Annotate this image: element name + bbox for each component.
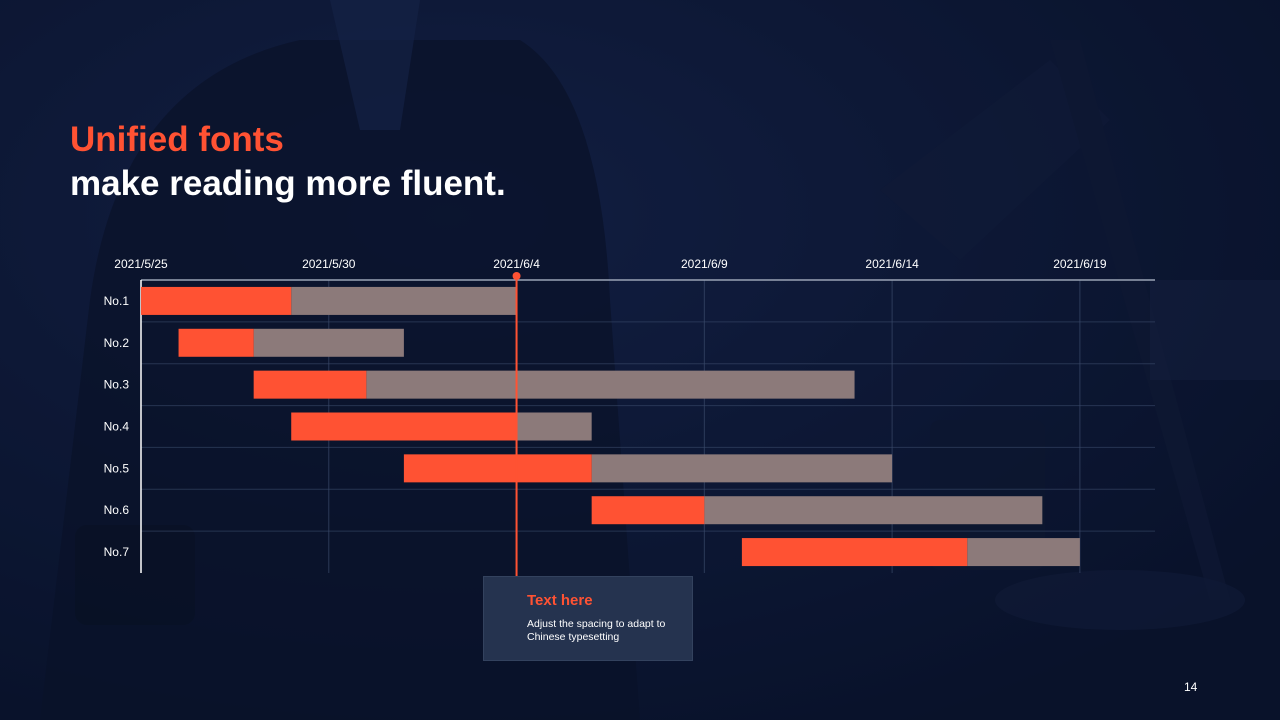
title-highlight: Unified fonts bbox=[70, 120, 284, 159]
task-label: No.2 bbox=[104, 336, 130, 350]
task-remaining-bar bbox=[591, 454, 893, 483]
task-label: No.1 bbox=[104, 294, 130, 308]
x-tick-label: 2021/6/4 bbox=[493, 257, 540, 271]
task-remaining-bar bbox=[291, 286, 517, 315]
callout-title: Text here bbox=[527, 592, 593, 609]
task-label: No.4 bbox=[104, 420, 130, 434]
task-progress-bar bbox=[291, 412, 517, 441]
x-tick-label: 2021/5/30 bbox=[302, 257, 356, 271]
x-tick-label: 2021/6/14 bbox=[865, 257, 919, 271]
task-remaining-bar bbox=[253, 328, 404, 357]
x-tick-label: 2021/6/9 bbox=[681, 257, 728, 271]
today-marker-dot bbox=[512, 272, 521, 280]
task-label: No.7 bbox=[104, 545, 130, 559]
task-label: No.3 bbox=[104, 378, 130, 392]
callout-box: Text here Adjust the spacing to adapt to… bbox=[483, 576, 693, 661]
task-progress-bar bbox=[141, 286, 292, 315]
title-main: make reading more fluent. bbox=[70, 164, 506, 203]
task-progress-bar bbox=[178, 328, 254, 357]
task-label: No.6 bbox=[104, 503, 130, 517]
callout-body: Adjust the spacing to adapt to Chinese t… bbox=[527, 618, 666, 643]
page-number: 14 bbox=[1184, 680, 1198, 694]
task-remaining-bar bbox=[516, 412, 592, 441]
slide-title: Unified fonts make reading more fluent. bbox=[70, 118, 506, 206]
task-label: No.5 bbox=[104, 461, 130, 475]
task-progress-bar bbox=[403, 454, 592, 483]
task-progress-bar bbox=[591, 496, 705, 525]
task-progress-bar bbox=[741, 538, 968, 567]
task-remaining-bar bbox=[704, 496, 1043, 525]
task-progress-bar bbox=[253, 370, 367, 399]
x-tick-label: 2021/6/19 bbox=[1053, 257, 1107, 271]
task-remaining-bar bbox=[967, 538, 1080, 567]
task-remaining-bar bbox=[366, 370, 855, 399]
x-tick-label: 2021/5/25 bbox=[114, 257, 168, 271]
